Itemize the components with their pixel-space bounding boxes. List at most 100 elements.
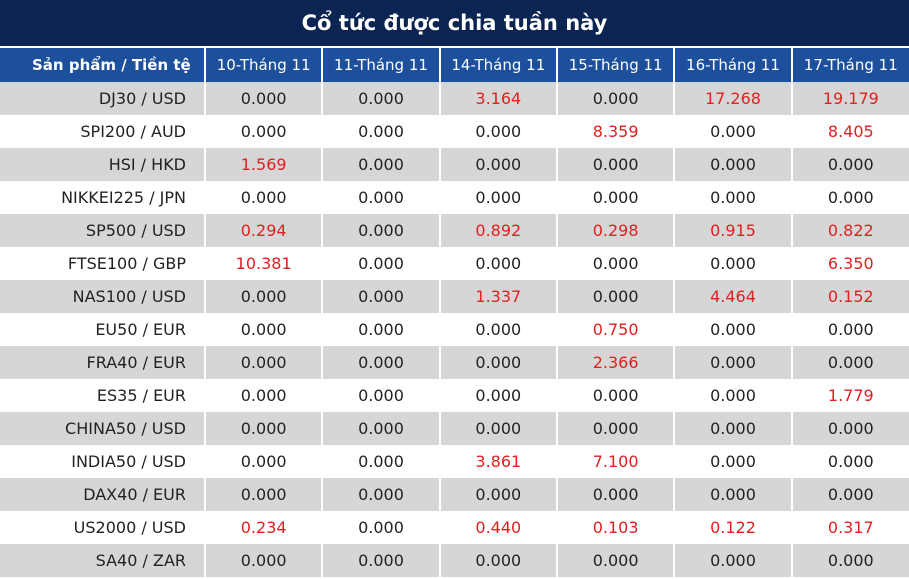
product-cell: ES35 / EUR xyxy=(96,386,186,405)
dividend-cell: 0.000 xyxy=(790,181,909,214)
dividend-cell: 0.000 xyxy=(203,115,323,148)
dividend-cell: 0.000 xyxy=(203,445,323,478)
dividend-cell: 0.000 xyxy=(673,148,792,181)
dividend-cell: 0.000 xyxy=(555,280,675,313)
product-cell: CHINA50 / USD xyxy=(0,412,205,445)
dividend-cell: 0.000 xyxy=(203,181,323,214)
dividend-cell: 0.000 xyxy=(673,544,792,577)
product-cell: DAX40 / EUR xyxy=(0,478,205,511)
dividend-cell: 0.000 xyxy=(790,412,909,445)
date-header: 11-Tháng 11 xyxy=(321,48,440,82)
table-row: ES35 / EUR 0.000 0.000 0.000 0.000 0.000 1.779 xyxy=(0,379,909,412)
product-cell: INDIA50 / USD xyxy=(71,452,186,471)
dividend-cell: 0.000 xyxy=(790,148,909,181)
header-row: Sản phẩm / Tiền tệ 10-Tháng 11 11-Tháng 11… xyxy=(0,48,909,82)
dividend-cell: 0.000 xyxy=(673,346,792,379)
table-row: CHINA50 / USD 0.000 0.000 0.000 0.000 0.000 0.… xyxy=(0,412,909,445)
table-body: DJ30 / USD 0.000 0.000 3.164 0.000 17.268 19.1… xyxy=(0,82,909,577)
dividend-cell: 2.366 xyxy=(555,346,675,379)
product-cell: SA40 / ZAR xyxy=(0,544,205,577)
product-cell: FRA40 / EUR xyxy=(0,346,205,379)
dividend-cell: 0.822 xyxy=(790,214,909,247)
date-header: 15-Tháng 11 xyxy=(555,48,675,82)
product-cell: FTSE100 / GBP xyxy=(67,254,186,273)
table-row: US2000 / USD 0.234 0.000 0.440 0.103 0.122 0.3… xyxy=(0,511,909,544)
product-cell: EU50 / EUR xyxy=(95,320,186,339)
dividend-cell: 0.000 xyxy=(321,115,440,148)
dividend-cell: 0.000 xyxy=(438,247,557,280)
dividend-cell: 0.000 xyxy=(790,544,909,577)
dividend-cell: 0.000 xyxy=(673,478,792,511)
dividend-cell: 19.179 xyxy=(790,82,909,115)
table-row: SA40 / ZAR 0.000 0.000 0.000 0.000 0.000 0.000 xyxy=(0,544,909,577)
panel-title: Cổ tức được chia tuần này xyxy=(0,0,909,48)
dividend-cell: 0.892 xyxy=(438,214,557,247)
dividend-cell: 17.268 xyxy=(673,82,792,115)
dividend-cell: 0.000 xyxy=(673,313,792,346)
dividend-cell: 0.000 xyxy=(321,346,440,379)
dividend-cell: 0.298 xyxy=(555,214,675,247)
dividend-cell: 0.000 xyxy=(790,346,909,379)
dividend-cell: 0.152 xyxy=(790,280,909,313)
dividend-cell: 8.405 xyxy=(790,115,909,148)
product-cell: US2000 / USD xyxy=(73,518,186,537)
dividend-cell: 0.000 xyxy=(321,412,440,445)
date-header: 10-Tháng 11 xyxy=(203,48,323,82)
dividend-cell: 0.000 xyxy=(555,412,675,445)
table-row: DAX40 / EUR 0.000 0.000 0.000 0.000 0.000 0.00… xyxy=(0,478,909,511)
product-cell: DJ30 / USD xyxy=(0,82,205,115)
dividend-cell: 1.779 xyxy=(790,379,909,412)
table-row: INDIA50 / USD 0.000 0.000 3.861 7.100 0.000 0.… xyxy=(0,445,909,478)
dividend-cell: 0.000 xyxy=(321,544,440,577)
table-row: HSI / HKD 1.569 0.000 0.000 0.000 0.000 0.000 xyxy=(0,148,909,181)
dividend-cell: 0.000 xyxy=(555,181,675,214)
table-row: NAS100 / USD 0.000 0.000 1.337 0.000 4.464 0.1… xyxy=(0,280,909,313)
dividend-cell: 0.317 xyxy=(790,511,909,544)
dividend-cell: 0.000 xyxy=(673,115,792,148)
product-cell: NIKKEI225 / JPN xyxy=(61,188,186,207)
dividend-cell: 0.000 xyxy=(321,478,440,511)
dividend-table: Sản phẩm / Tiền tệ 10-Tháng 11 11-Tháng 11… xyxy=(0,48,909,577)
dividend-cell: 6.350 xyxy=(790,247,909,280)
dividend-cell: 0.915 xyxy=(673,214,792,247)
dividend-cell: 0.000 xyxy=(203,379,323,412)
dividend-cell: 0.000 xyxy=(321,511,440,544)
dividend-cell: 0.000 xyxy=(203,82,323,115)
dividend-cell: 0.000 xyxy=(555,379,675,412)
dividend-cell: 3.861 xyxy=(438,445,557,478)
dividend-cell: 0.000 xyxy=(790,445,909,478)
product-cell: NAS100 / USD xyxy=(0,280,205,313)
table-row: DJ30 / USD 0.000 0.000 3.164 0.000 17.268 19.1… xyxy=(0,82,909,115)
table-row: FRA40 / EUR 0.000 0.000 0.000 2.366 0.000 0.00… xyxy=(0,346,909,379)
dividend-cell: 0.000 xyxy=(673,247,792,280)
table-row: FTSE100 / GBP 10.381 0.000 0.000 0.000 0.000 6… xyxy=(0,247,909,280)
dividend-cell: 0.122 xyxy=(673,511,792,544)
table-row: EU50 / EUR 0.000 0.000 0.000 0.750 0.000 0.000 xyxy=(0,313,909,346)
dividend-cell: 8.359 xyxy=(555,115,675,148)
dividend-cell: 1.569 xyxy=(203,148,323,181)
dividend-cell: 0.000 xyxy=(203,544,323,577)
dividend-cell: 0.000 xyxy=(438,148,557,181)
dividend-cell: 0.750 xyxy=(555,313,675,346)
dividend-cell: 0.294 xyxy=(203,214,323,247)
dividend-cell: 0.000 xyxy=(438,478,557,511)
product-cell: SP500 / USD xyxy=(0,214,205,247)
table-row: SP500 / USD 0.294 0.000 0.892 0.298 0.915 0.82… xyxy=(0,214,909,247)
dividend-cell: 0.000 xyxy=(321,313,440,346)
dividend-cell: 0.000 xyxy=(203,313,323,346)
dividend-cell: 0.000 xyxy=(321,280,440,313)
dividend-cell: 0.000 xyxy=(203,346,323,379)
dividend-cell: 0.000 xyxy=(790,478,909,511)
dividend-cell: 0.440 xyxy=(438,511,557,544)
dividend-cell: 0.000 xyxy=(673,445,792,478)
dividend-cell: 0.000 xyxy=(438,115,557,148)
date-header: 14-Tháng 11 xyxy=(438,48,557,82)
dividend-cell: 0.000 xyxy=(321,82,440,115)
dividend-cell: 7.100 xyxy=(555,445,675,478)
table-row: NIKKEI225 / JPN 0.000 0.000 0.000 0.000 0.000… xyxy=(0,181,909,214)
dividend-cell: 3.164 xyxy=(438,82,557,115)
dividend-cell: 1.337 xyxy=(438,280,557,313)
dividend-cell: 0.000 xyxy=(321,214,440,247)
dividend-cell: 0.000 xyxy=(555,82,675,115)
dividend-cell: 0.000 xyxy=(438,313,557,346)
